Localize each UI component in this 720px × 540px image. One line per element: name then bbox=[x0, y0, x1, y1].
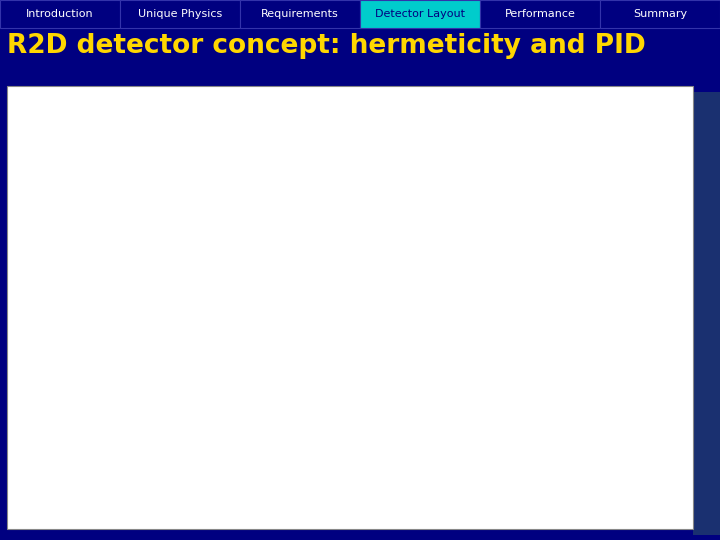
Bar bbox=[529, 282, 597, 361]
Bar bbox=[65, 409, 94, 437]
Text: Detector Layout: Detector Layout bbox=[375, 9, 465, 19]
Text: Summary: Summary bbox=[633, 9, 687, 19]
Text: Two stage
forward tracking:
Silicon disks: Two stage forward tracking: Silicon disk… bbox=[323, 381, 481, 428]
Bar bbox=[280, 106, 354, 510]
Text: Unique Physics: Unique Physics bbox=[138, 9, 222, 19]
Bar bbox=[58, 268, 157, 390]
Bar bbox=[356, 218, 518, 240]
Bar bbox=[32, 240, 261, 470]
Bar bbox=[32, 117, 261, 224]
Bar bbox=[63, 392, 147, 454]
Text: Forward spectrometer
consisting of:
RICH
EMCal (CLEO)
HCAL (HERA)
Muon Absorber: Forward spectrometer consisting of: RICH… bbox=[470, 192, 570, 253]
Text: $\eta$ = 3.5 - 4.8: $\eta$ = 3.5 - 4.8 bbox=[608, 321, 670, 335]
Text: Introduction: Introduction bbox=[26, 9, 94, 19]
Bar bbox=[356, 284, 518, 307]
Text: Requirements: Requirements bbox=[261, 9, 339, 19]
Bar bbox=[16, 112, 277, 504]
Text: R2D detector concept: hermeticity and PID: R2D detector concept: hermeticity and PI… bbox=[7, 33, 646, 59]
Bar bbox=[65, 305, 94, 338]
Bar bbox=[189, 240, 204, 470]
Bar bbox=[529, 192, 597, 271]
Bar bbox=[32, 224, 261, 237]
Bar bbox=[32, 470, 230, 487]
Bar bbox=[48, 254, 246, 454]
Text: Forward Magnet (B = 1.5 T): Forward Magnet (B = 1.5 T) bbox=[460, 355, 595, 366]
Bar bbox=[58, 383, 157, 459]
Bar bbox=[32, 488, 230, 502]
Bar bbox=[63, 280, 147, 381]
Text: Performance: Performance bbox=[505, 9, 575, 19]
